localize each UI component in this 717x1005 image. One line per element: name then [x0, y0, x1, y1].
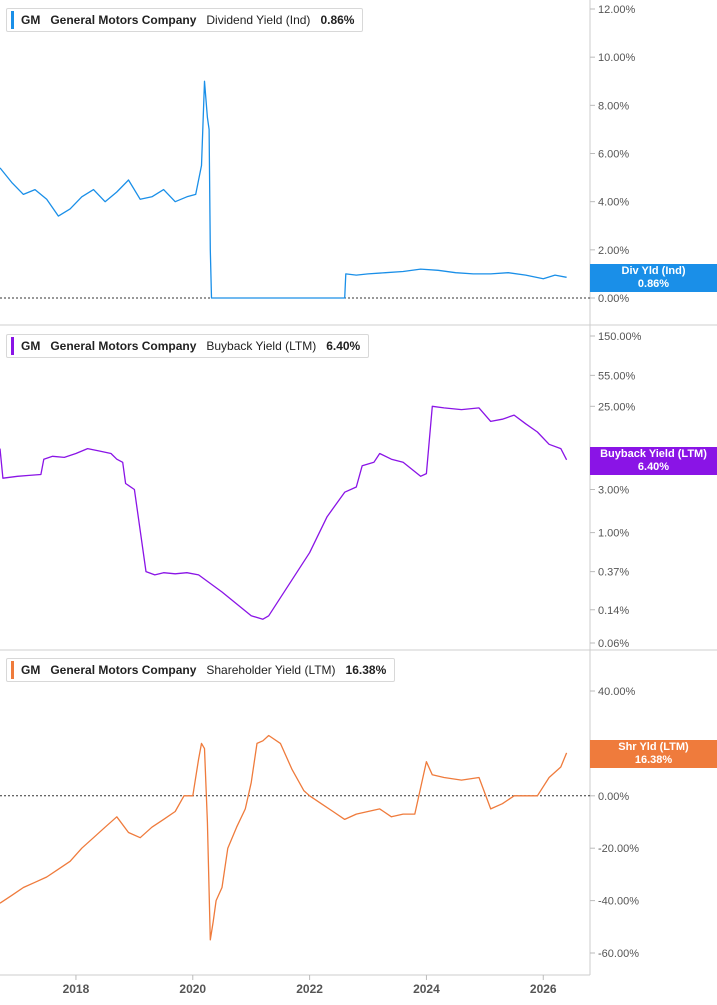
y-tick-label: 12.00%	[598, 4, 636, 16]
series-color-swatch	[11, 11, 14, 29]
y-tick-label: 0.37%	[598, 567, 629, 579]
y-tick-label: 150.00%	[598, 331, 642, 343]
current-value-badge-shareholder: Shr Yld (LTM) 16.38%	[590, 740, 717, 768]
y-tick-label: 0.14%	[598, 605, 629, 617]
legend-metric: Dividend Yield (Ind)	[206, 13, 311, 27]
y-tick-label: -20.00%	[598, 843, 639, 855]
series-line-1-0	[0, 405, 568, 620]
badge-value: 6.40%	[637, 461, 670, 473]
chart-panel-0: 12.00% 10.00% 8.00% 6.00% 4.00% 2.00% 0.00%	[0, 4, 717, 326]
legend-company: General Motors Company	[50, 339, 197, 353]
chart-panel-1: 150.00% 55.00% 25.00% 3.00% 1.00% 0.37% 0.14% 0…	[0, 331, 717, 651]
y-tick-label: 25.00%	[598, 401, 636, 413]
legend-metric: Shareholder Yield (LTM)	[206, 663, 336, 677]
y-tick-label: -40.00%	[598, 896, 639, 908]
badge-label: Div Yld (Ind)	[621, 265, 686, 277]
x-tick-label: 2026	[530, 982, 557, 996]
legend-dividend-yield: GM General Motors Company Dividend Yield…	[6, 8, 364, 32]
legend-shareholder-yield: GM General Motors Company Shareholder Yi…	[6, 658, 396, 682]
y-tick-label: 3.00%	[598, 485, 629, 497]
badge-value: 16.38%	[634, 754, 673, 766]
series-color-swatch	[11, 337, 14, 355]
legend-metric: Buyback Yield (LTM)	[206, 339, 317, 353]
y-tick-label: 6.00%	[598, 149, 629, 161]
x-tick-label: 2020	[179, 982, 206, 996]
y-tick-label: 8.00%	[598, 100, 629, 112]
y-tick-label: 0.06%	[598, 638, 629, 650]
y-tick-label: 10.00%	[598, 52, 636, 64]
series-line-2-0	[0, 734, 568, 941]
series-color-swatch	[11, 661, 14, 679]
badge-label: Shr Yld (LTM)	[618, 741, 689, 753]
x-tick-label: 2018	[63, 982, 90, 996]
badge-value: 0.86%	[637, 278, 670, 290]
y-tick-label: 40.00%	[598, 686, 636, 698]
y-tick-label: 0.00%	[598, 791, 629, 803]
y-tick-label: 0.00%	[598, 293, 629, 305]
y-tick-label: -60.00%	[598, 948, 639, 960]
x-tick-label: 2024	[413, 982, 440, 996]
y-tick-label: 55.00%	[598, 370, 636, 382]
y-tick-label: 2.00%	[598, 245, 629, 257]
current-value-badge-buyback: Buyback Yield (LTM) 6.40%	[590, 447, 717, 475]
legend-buyback-yield: GM General Motors Company Buyback Yield …	[6, 334, 370, 358]
legend-value: 16.38%	[345, 663, 387, 677]
chart-panel-2: 40.00%20.00%0.00%-20.00%-40.00%-60.00%	[0, 686, 639, 960]
legend-company: General Motors Company	[50, 13, 197, 27]
legend-ticker: GM	[21, 663, 41, 677]
legend-value: 0.86%	[320, 13, 355, 27]
legend-company: General Motors Company	[50, 663, 197, 677]
legend-ticker: GM	[21, 339, 41, 353]
legend-value: 6.40%	[326, 339, 361, 353]
y-tick-label: 4.00%	[598, 197, 629, 209]
x-tick-label: 2022	[296, 982, 323, 996]
y-tick-label: 1.00%	[598, 528, 629, 540]
series-line-0-0	[0, 80, 567, 299]
badge-label: Buyback Yield (LTM)	[600, 448, 707, 460]
current-value-badge-dividend: Div Yld (Ind) 0.86%	[590, 264, 717, 292]
legend-ticker: GM	[21, 13, 41, 27]
